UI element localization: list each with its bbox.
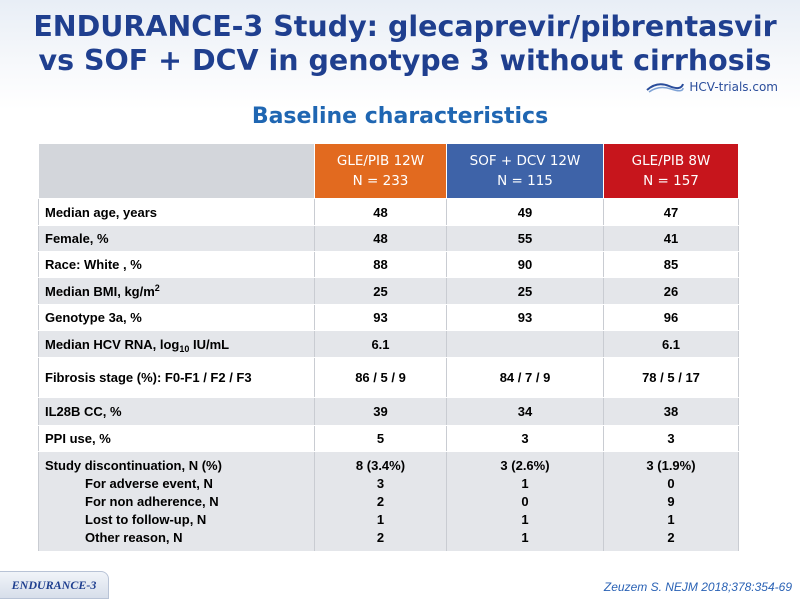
cell-value: 9	[667, 493, 675, 509]
header-gle-pib-12w: GLE/PIB 12W N = 233	[314, 143, 447, 199]
baseline-table: GLE/PIB 12W N = 233 SOF + DCV 12W N = 11…	[38, 143, 739, 552]
row-label: IL28B CC, %	[38, 397, 315, 426]
cell-value: 93	[446, 304, 604, 331]
label-sub: Lost to follow-up, N	[85, 511, 207, 527]
hcv-trials-logo: HCV-trials.com	[645, 77, 778, 97]
header-n: N = 233	[352, 173, 409, 189]
cell-value: 6.1	[603, 330, 739, 358]
label-text-unit: IU/mL	[189, 336, 230, 352]
label-text: Median BMI, kg/m	[45, 283, 155, 299]
table-header-row: GLE/PIB 12W N = 233 SOF + DCV 12W N = 11…	[38, 143, 739, 199]
row-label: Female, %	[38, 225, 315, 252]
label-main: Study discontinuation, N (%)	[45, 457, 222, 473]
cell-value: 84 / 7 / 9	[446, 357, 604, 398]
cell-value: 3 (1.9%)	[646, 457, 696, 473]
study-tag: ENDURANCE-3	[0, 571, 109, 599]
cell-value: 55	[446, 225, 604, 252]
logo-text: HCV-trials.com	[689, 80, 778, 94]
cell-value: 85	[603, 251, 739, 278]
row-label: Median BMI, kg/m2	[38, 277, 315, 305]
label-superscript: 2	[154, 282, 160, 293]
table-row: PPI use, % 5 3 3	[38, 425, 739, 452]
header-sof-dcv-12w: SOF + DCV 12W N = 115	[446, 143, 604, 199]
label-sub: For non adherence, N	[85, 493, 219, 509]
header-n: N = 157	[643, 173, 699, 189]
row-label: Fibrosis stage (%): F0-F1 / F2 / F3	[38, 357, 315, 398]
table-row-discontinuation: Study discontinuation, N (%) For adverse…	[38, 451, 739, 552]
cell-value: 2	[376, 493, 385, 509]
cell-value: 48	[314, 198, 447, 226]
table-row: Female, % 48 55 41	[38, 225, 739, 252]
slide-title: ENDURANCE-3 Study: glecaprevir/pibrentas…	[30, 10, 780, 78]
cell-value: 5	[314, 425, 447, 452]
table-row: Median age, years 48 49 47	[38, 198, 739, 226]
cell-value: 39	[314, 397, 447, 426]
title-line-1: ENDURANCE-3 Study: glecaprevir/pibrentas…	[33, 10, 777, 43]
cell-value: 25	[314, 277, 447, 305]
table-row: Median HCV RNA, log10 IU/mL 6.1 6.1	[38, 330, 739, 358]
cell-value: 1	[521, 511, 529, 527]
header-label: GLE/PIB 8W	[631, 153, 711, 169]
cell-value: 34	[446, 397, 604, 426]
header-label: GLE/PIB 12W	[336, 153, 425, 169]
cell-value: 1	[521, 529, 529, 545]
label-sub: For adverse event, N	[85, 475, 213, 491]
row-label: Median age, years	[38, 198, 315, 226]
header-n: N = 115	[497, 173, 553, 189]
row-label: PPI use, %	[38, 425, 315, 452]
cell-value	[446, 330, 604, 358]
cell-value: 1	[521, 475, 529, 491]
table-row: Genotype 3a, % 93 93 96	[38, 304, 739, 331]
cell-value: 2	[376, 529, 385, 545]
row-label: Median HCV RNA, log10 IU/mL	[38, 330, 315, 358]
cell-value-stack: 8 (3.4%) 3 2 1 2	[314, 451, 447, 552]
cell-value: 49	[446, 198, 604, 226]
cell-value: 41	[603, 225, 739, 252]
label-text: Median HCV RNA, log	[45, 336, 180, 352]
cell-value: 3	[376, 475, 385, 491]
label-sub: Other reason, N	[85, 529, 183, 545]
cell-value: 96	[603, 304, 739, 331]
cell-value: 90	[446, 251, 604, 278]
title-line-2: vs SOF + DCV in genotype 3 without cirrh…	[38, 44, 772, 77]
cell-value: 2	[667, 529, 675, 545]
cell-value: 8 (3.4%)	[355, 457, 406, 473]
cell-value: 3	[446, 425, 604, 452]
cell-value: 0	[667, 475, 675, 491]
cell-value: 3	[603, 425, 739, 452]
cell-value: 0	[521, 493, 529, 509]
cell-value: 1	[376, 511, 385, 527]
header-label: SOF + DCV 12W	[469, 153, 581, 169]
cell-value: 3 (2.6%)	[500, 457, 550, 473]
header-background	[0, 0, 800, 110]
table-row: Median BMI, kg/m2 25 25 26	[38, 277, 739, 305]
cell-value: 26	[603, 277, 739, 305]
citation: Zeuzem S. NEJM 2018;378:354-69	[603, 580, 792, 594]
table-row: Fibrosis stage (%): F0-F1 / F2 / F3 86 /…	[38, 357, 739, 398]
row-label: Study discontinuation, N (%) For adverse…	[38, 451, 315, 552]
label-subscript: 10	[179, 343, 190, 354]
header-corner-cell	[38, 143, 315, 199]
cell-value: 93	[314, 304, 447, 331]
row-label: Race: White , %	[38, 251, 315, 278]
cell-value-stack: 3 (1.9%) 0 9 1 2	[603, 451, 739, 552]
cell-value: 86 / 5 / 9	[314, 357, 447, 398]
logo-swoosh-icon	[645, 80, 685, 94]
cell-value: 6.1	[314, 330, 447, 358]
cell-value: 25	[446, 277, 604, 305]
table-row: IL28B CC, % 39 34 38	[38, 397, 739, 426]
table-row: Race: White , % 88 90 85	[38, 251, 739, 278]
cell-value-stack: 3 (2.6%) 1 0 1 1	[446, 451, 604, 552]
cell-value: 78 / 5 / 17	[603, 357, 739, 398]
cell-value: 48	[314, 225, 447, 252]
cell-value: 88	[314, 251, 447, 278]
row-label: Genotype 3a, %	[38, 304, 315, 331]
header-gle-pib-8w: GLE/PIB 8W N = 157	[603, 143, 739, 199]
cell-value: 47	[603, 198, 739, 226]
section-subtitle: Baseline characteristics	[251, 104, 549, 129]
cell-value: 1	[667, 511, 675, 527]
cell-value: 38	[603, 397, 739, 426]
